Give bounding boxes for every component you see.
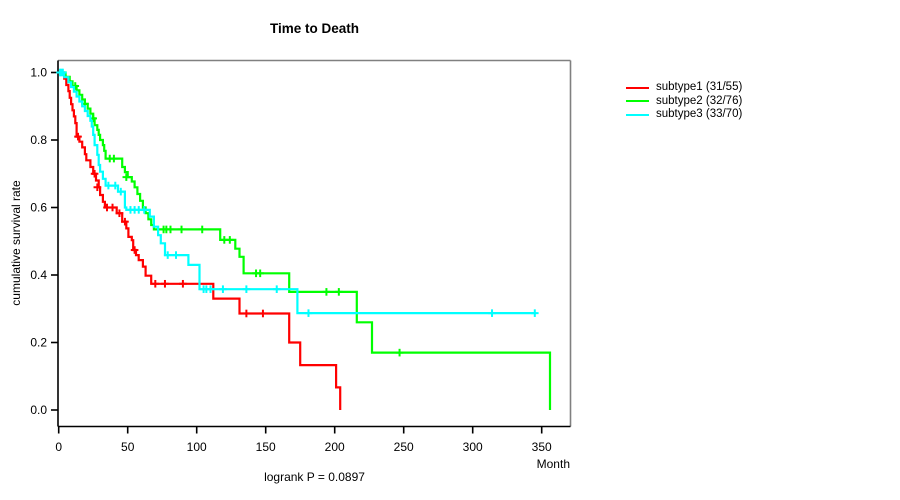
svg-text:0.6: 0.6 bbox=[30, 201, 47, 215]
svg-text:50: 50 bbox=[121, 440, 135, 454]
legend: subtype1 (31/55) subtype2 (32/76) subtyp… bbox=[626, 81, 742, 122]
legend-item-label: subtype2 (32/76) bbox=[656, 94, 743, 107]
svg-text:300: 300 bbox=[463, 440, 483, 454]
svg-text:0.0: 0.0 bbox=[30, 403, 47, 417]
x-axis-label: Month bbox=[536, 457, 570, 471]
legend-item-label: subtype1 (31/55) bbox=[656, 81, 743, 93]
svg-text:100: 100 bbox=[187, 440, 207, 454]
chart-title: Time to Death bbox=[269, 21, 359, 36]
svg-text:150: 150 bbox=[256, 440, 276, 454]
legend-item-label: subtype3 (33/70) bbox=[656, 108, 743, 120]
svg-text:0.2: 0.2 bbox=[30, 336, 47, 350]
legend-item-subtype2: subtype2 (32/76) bbox=[626, 95, 742, 109]
svg-text:0: 0 bbox=[55, 440, 62, 454]
svg-text:200: 200 bbox=[325, 440, 345, 454]
legend-item-subtype1: subtype1 (31/55) bbox=[626, 81, 742, 95]
svg-text:0.4: 0.4 bbox=[30, 268, 47, 282]
y-axis-label: cumulative survival rate bbox=[9, 180, 23, 306]
svg-text:350: 350 bbox=[532, 440, 552, 454]
svg-text:0.8: 0.8 bbox=[30, 133, 47, 147]
svg-text:250: 250 bbox=[394, 440, 414, 454]
legend-line-swatch bbox=[626, 100, 649, 103]
logrank-pvalue-note: logrank P = 0.0897 bbox=[264, 470, 365, 484]
legend-item-subtype3: subtype3 (33/70) bbox=[626, 108, 742, 122]
svg-text:1.0: 1.0 bbox=[30, 66, 47, 80]
legend-line-swatch bbox=[626, 113, 649, 116]
legend-line-swatch bbox=[626, 86, 649, 89]
